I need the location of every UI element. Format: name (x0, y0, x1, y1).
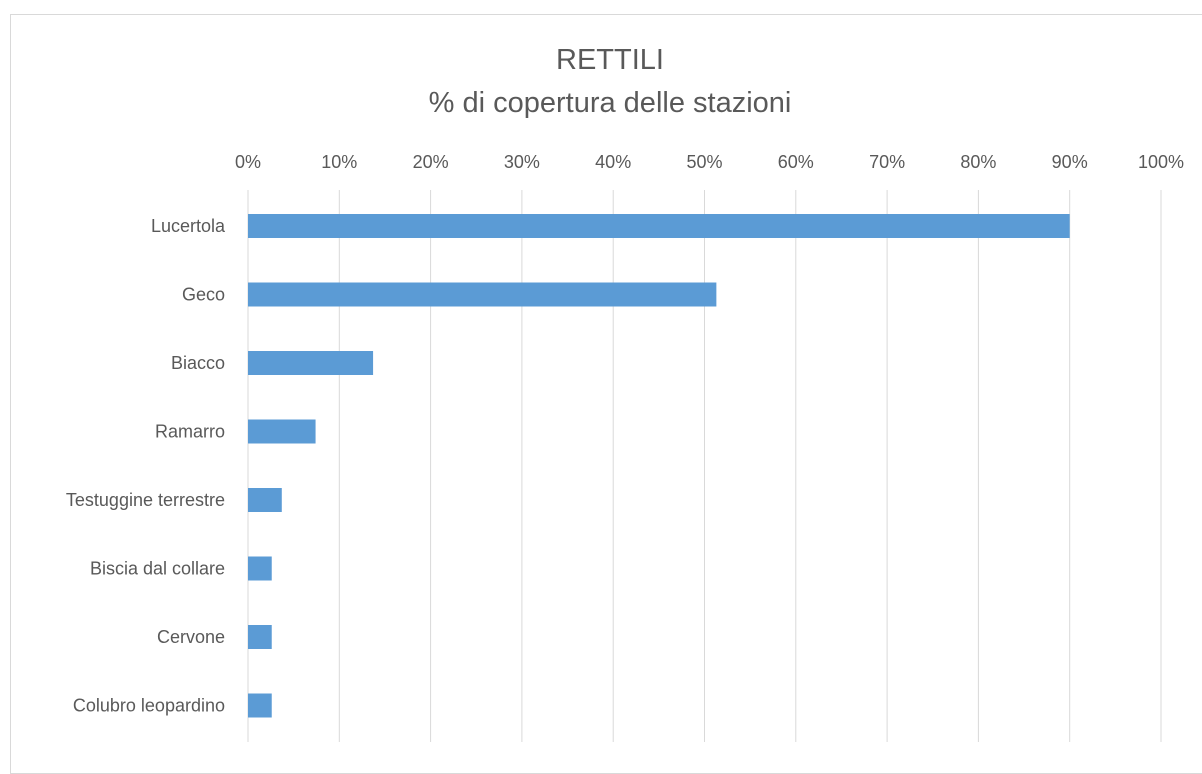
x-tick-label: 80% (960, 152, 996, 172)
bar (248, 282, 717, 307)
x-tick-label: 0% (235, 152, 261, 172)
x-tick-label: 40% (595, 152, 631, 172)
category-label: Biscia dal collare (90, 559, 225, 579)
category-label: Lucertola (151, 216, 226, 236)
chart-title: RETTILI (556, 44, 664, 76)
x-tick-label: 70% (869, 152, 905, 172)
x-tick-label: 100% (1138, 152, 1184, 172)
bar (248, 351, 374, 375)
bar (248, 625, 272, 649)
category-label: Ramarro (155, 422, 225, 442)
bar (248, 488, 282, 512)
x-tick-label: 60% (778, 152, 814, 172)
category-label: Colubro leopardino (73, 696, 225, 716)
x-tick-label: 50% (686, 152, 722, 172)
bar (248, 214, 1070, 238)
bar (248, 556, 272, 581)
bar (248, 693, 272, 718)
category-label: Testuggine terrestre (66, 490, 225, 510)
x-tick-label: 20% (413, 152, 449, 172)
x-tick-label: 90% (1052, 152, 1088, 172)
category-label: Geco (182, 285, 225, 305)
bar (248, 419, 316, 444)
category-label: Cervone (157, 627, 225, 647)
chart-frame (10, 14, 1202, 774)
category-label: Biacco (171, 353, 225, 373)
chart-subtitle: % di copertura delle stazioni (428, 87, 792, 119)
x-tick-label: 30% (504, 152, 540, 172)
x-tick-label: 10% (321, 152, 357, 172)
